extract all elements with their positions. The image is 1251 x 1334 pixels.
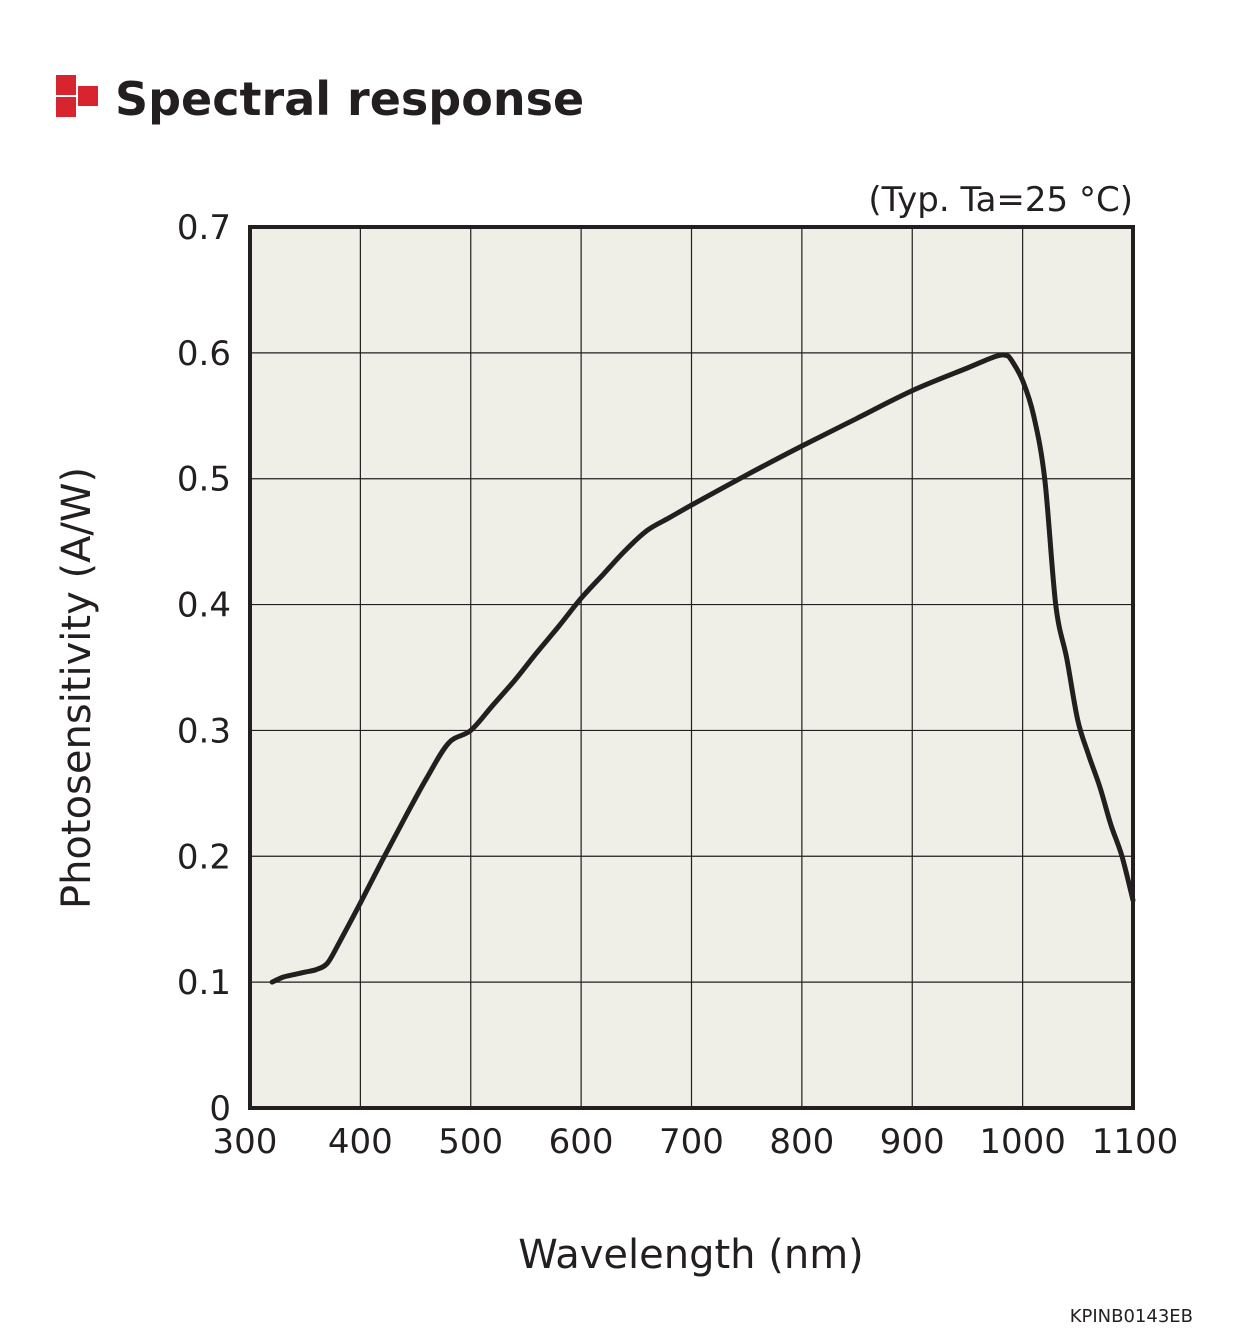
brand-logo-icon bbox=[56, 75, 98, 117]
y-tick-label: 0.2 bbox=[177, 837, 231, 877]
measurement-condition: (Typ. Ta=25 °C) bbox=[868, 180, 1133, 220]
y-tick-label: 0 bbox=[209, 1089, 231, 1129]
chart-title: Spectral response bbox=[115, 72, 584, 126]
plot-frame bbox=[248, 225, 1135, 1110]
x-tick-label: 1100 bbox=[1092, 1122, 1179, 1162]
y-axis-tick-labels: 0 0.1 0.2 0.3 0.4 0.5 0.6 0.7 bbox=[177, 208, 231, 1129]
x-tick-label: 300 bbox=[213, 1122, 278, 1162]
y-tick-label: 0.3 bbox=[177, 711, 231, 751]
x-tick-label: 500 bbox=[438, 1122, 503, 1162]
y-tick-label: 0.7 bbox=[177, 208, 231, 248]
y-tick-label: 0.5 bbox=[177, 460, 231, 500]
y-tick-label: 0.6 bbox=[177, 334, 231, 374]
x-tick-label: 400 bbox=[328, 1122, 393, 1162]
x-tick-label: 700 bbox=[659, 1122, 724, 1162]
grid-lines bbox=[250, 227, 1133, 1108]
logo-square-right bbox=[78, 86, 98, 106]
x-tick-label: 600 bbox=[549, 1122, 614, 1162]
x-tick-label: 1000 bbox=[979, 1122, 1066, 1162]
logo-square-top bbox=[56, 75, 76, 95]
logo-square-bottom bbox=[56, 97, 76, 117]
document-code: KPINB0143EB bbox=[1070, 1306, 1193, 1327]
x-tick-label: 800 bbox=[769, 1122, 834, 1162]
y-tick-label: 0.4 bbox=[177, 586, 231, 626]
y-tick-label: 0.1 bbox=[177, 963, 231, 1003]
x-axis-title: Wavelength (nm) bbox=[518, 1232, 864, 1278]
photosensitivity-curve bbox=[269, 352, 1136, 985]
x-axis-tick-labels: 300 400 500 600 700 800 900 1000 1100 bbox=[213, 1122, 1179, 1162]
y-axis-title: Photosensitivity (A/W) bbox=[54, 467, 100, 909]
x-tick-label: 900 bbox=[880, 1122, 945, 1162]
